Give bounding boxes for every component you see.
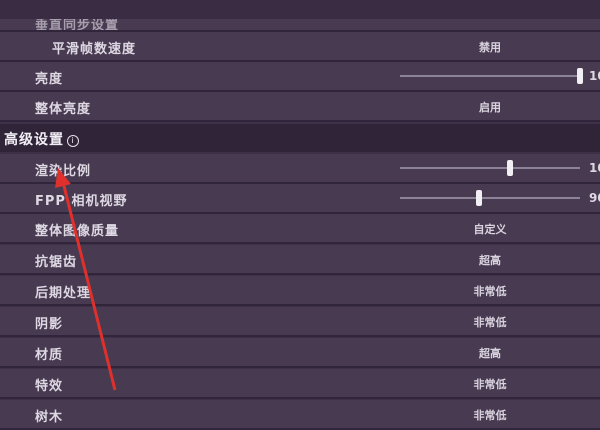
- setting-value[interactable]: 非常低: [473, 378, 507, 391]
- setting-label: 后期处理: [35, 286, 92, 301]
- setting-row-post-processing[interactable]: 后期处理 非常低: [0, 276, 600, 306]
- setting-row-shadows[interactable]: 阴影 非常低: [0, 307, 600, 337]
- setting-row-overall-brightness[interactable]: 整体亮度 启用: [0, 92, 600, 122]
- setting-label: 抗锯齿: [35, 255, 78, 270]
- slider-track[interactable]: [400, 197, 580, 199]
- setting-value[interactable]: 非常低: [473, 285, 507, 298]
- setting-value[interactable]: 超高: [479, 254, 501, 267]
- setting-value[interactable]: 非常低: [473, 316, 507, 329]
- setting-label: 亮度: [35, 72, 64, 87]
- info-circle-icon[interactable]: i: [67, 135, 79, 147]
- slider-thumb[interactable]: [506, 160, 513, 176]
- setting-row-brightness[interactable]: 亮度 100: [0, 62, 600, 92]
- setting-value[interactable]: 自定义: [473, 223, 507, 236]
- setting-row-overall-quality[interactable]: 整体图像质量 自定义: [0, 214, 600, 244]
- setting-row-fpp-fov[interactable]: FPP 相机视野 90: [0, 184, 600, 214]
- setting-row-render-scale[interactable]: 渲染比例 100: [0, 154, 600, 184]
- setting-row-effects[interactable]: 特效 非常低: [0, 369, 600, 399]
- slider-thumb[interactable]: [476, 190, 483, 206]
- setting-row-smooth-framerate[interactable]: 平滑帧数速度 禁用: [0, 32, 600, 62]
- slider-track[interactable]: [400, 75, 580, 77]
- slider-value: 100: [589, 161, 600, 175]
- slider-thumb[interactable]: [577, 68, 583, 84]
- setting-label: 垂直同步设置: [35, 19, 120, 32]
- slider-value: 90: [589, 191, 600, 205]
- setting-row-partial[interactable]: 垂直同步设置: [0, 19, 600, 32]
- slider-value: 100: [589, 69, 600, 83]
- slider-track[interactable]: [400, 167, 580, 169]
- setting-label: 渲染比例: [35, 164, 92, 179]
- setting-row-anti-aliasing[interactable]: 抗锯齿 超高: [0, 245, 600, 275]
- setting-label: 阴影: [35, 317, 64, 332]
- setting-value[interactable]: 非常低: [473, 409, 507, 422]
- setting-row-textures[interactable]: 材质 超高: [0, 338, 600, 368]
- setting-label: 树木: [35, 410, 64, 425]
- setting-label: 特效: [35, 379, 64, 394]
- section-title: 高级设置: [4, 132, 64, 148]
- setting-value[interactable]: 启用: [479, 101, 501, 114]
- section-header-advanced: 高级设置 i: [0, 124, 600, 152]
- setting-label: 整体亮度: [35, 102, 92, 117]
- setting-row-foliage[interactable]: 树木 非常低: [0, 400, 600, 430]
- top-bar: [0, 0, 600, 21]
- setting-value[interactable]: 禁用: [479, 41, 501, 54]
- setting-value[interactable]: 超高: [479, 347, 501, 360]
- setting-label: FPP 相机视野: [35, 194, 128, 209]
- setting-label: 平滑帧数速度: [52, 42, 137, 57]
- setting-label: 材质: [35, 348, 64, 363]
- setting-label: 整体图像质量: [35, 224, 120, 239]
